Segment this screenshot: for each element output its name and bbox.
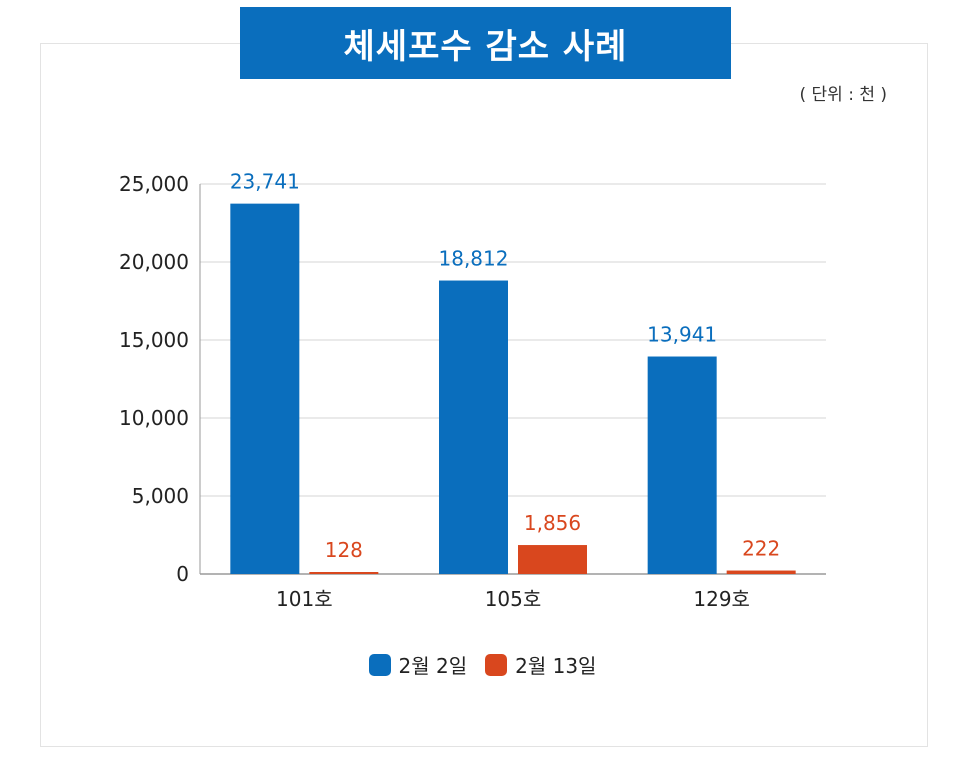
legend-swatch-series1 bbox=[368, 653, 391, 676]
chart-title: 체세포수 감소 사례 bbox=[240, 7, 731, 79]
bar bbox=[726, 570, 796, 574]
y-tick-label: 20,000 bbox=[119, 250, 189, 274]
data-label: 128 bbox=[325, 538, 363, 562]
data-label: 222 bbox=[742, 537, 780, 561]
bar bbox=[230, 203, 300, 575]
legend-item-series1: 2월 2일 bbox=[368, 650, 468, 679]
y-tick-label: 5,000 bbox=[132, 484, 189, 508]
x-tick-label: 129호 bbox=[693, 587, 750, 611]
legend-label-series2: 2월 13일 bbox=[515, 654, 597, 678]
bar bbox=[647, 356, 717, 574]
data-label: 18,812 bbox=[439, 247, 509, 271]
y-tick-label: 15,000 bbox=[119, 328, 189, 352]
chart-title-text: 체세포수 감소 사례 bbox=[343, 26, 628, 67]
legend: 2월 2일 2월 13일 bbox=[0, 650, 965, 679]
y-tick-label: 0 bbox=[176, 562, 189, 586]
unit-label: ( 단위 : 천 ) bbox=[799, 85, 887, 105]
bar bbox=[439, 280, 508, 574]
bar bbox=[309, 572, 379, 574]
legend-item-series2: 2월 13일 bbox=[485, 650, 596, 679]
y-tick-label: 10,000 bbox=[119, 406, 189, 430]
legend-label-series1: 2월 2일 bbox=[398, 654, 468, 678]
bar bbox=[518, 545, 587, 574]
legend-swatch-series2 bbox=[485, 653, 508, 676]
data-label: 1,856 bbox=[524, 511, 581, 535]
x-tick-label: 101호 bbox=[276, 587, 333, 611]
y-tick-label: 25,000 bbox=[119, 172, 189, 196]
x-tick-label: 105호 bbox=[485, 587, 542, 611]
data-label: 23,741 bbox=[230, 170, 300, 194]
data-label: 13,941 bbox=[647, 323, 717, 347]
